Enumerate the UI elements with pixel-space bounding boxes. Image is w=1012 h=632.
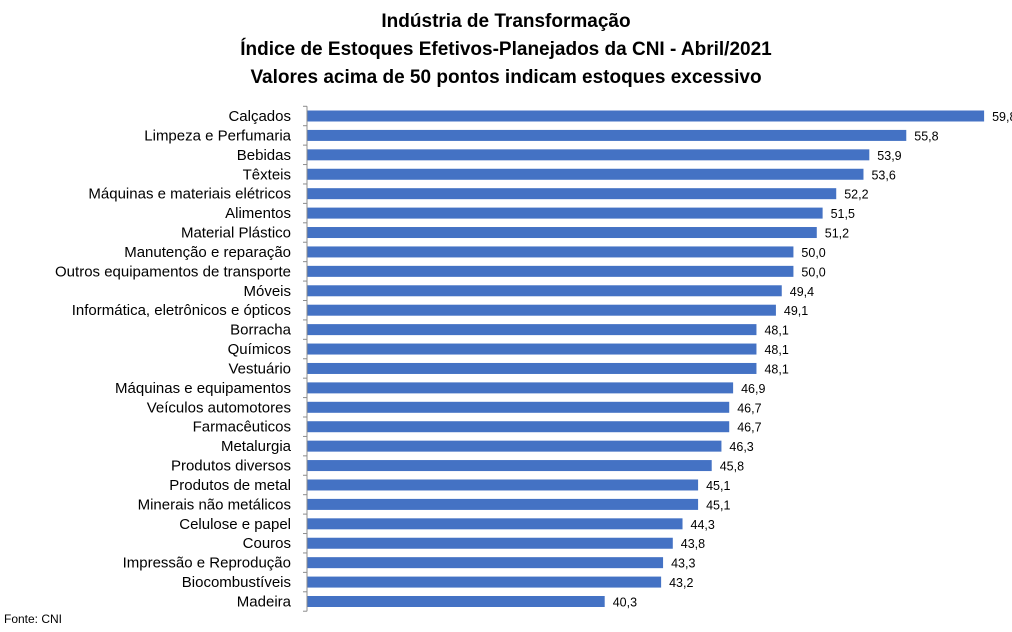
category-label: Farmacêuticos — [193, 419, 291, 436]
bar — [307, 168, 864, 180]
category-label: Celulose e papel — [179, 516, 291, 533]
category-label: Borracha — [230, 322, 292, 339]
source-note: Fonte: CNI — [4, 612, 63, 626]
category-label: Impressão e Reprodução — [123, 555, 291, 572]
category-label: Máquinas e materiais elétricos — [88, 186, 291, 203]
bar — [307, 362, 757, 374]
bar — [307, 518, 683, 530]
category-label: Metalurgia — [221, 438, 292, 455]
bar — [307, 207, 823, 219]
bar — [307, 265, 794, 277]
data-label: 46,3 — [729, 440, 753, 454]
data-label: 46,7 — [737, 401, 761, 415]
bar — [307, 401, 730, 413]
data-label: 45,1 — [706, 479, 730, 493]
data-label: 49,4 — [790, 285, 814, 299]
data-label: 44,3 — [691, 518, 715, 532]
category-label: Alimentos — [225, 205, 291, 222]
category-label: Móveis — [243, 283, 291, 300]
bar — [307, 479, 699, 491]
category-label: Material Plástico — [181, 225, 291, 242]
bar — [307, 149, 870, 161]
bar — [307, 557, 664, 569]
chart-title-line-1: Indústria de Transformação — [381, 11, 631, 32]
data-label: 51,2 — [825, 227, 849, 241]
bar — [307, 460, 712, 472]
category-label: Bebidas — [237, 147, 291, 164]
chart-title-line-3: Valores acima de 50 pontos indicam estoq… — [250, 67, 762, 88]
chart-title-line-2: Índice de Estoques Efetivos-Planejados d… — [240, 39, 772, 60]
bar — [307, 343, 757, 355]
category-label: Vestuário — [228, 360, 291, 377]
data-label: 43,8 — [681, 537, 705, 551]
bar — [307, 227, 817, 239]
bar — [307, 596, 605, 607]
category-label: Minerais não metálicos — [138, 496, 291, 513]
bar — [307, 421, 730, 433]
category-label: Manutenção e reparação — [124, 244, 291, 261]
category-label: Couros — [243, 535, 291, 552]
bar — [307, 129, 907, 141]
data-label: 50,0 — [801, 265, 825, 279]
data-label: 50,0 — [801, 246, 825, 260]
data-label: 46,9 — [741, 382, 765, 396]
data-label: 45,1 — [706, 498, 730, 512]
data-label: 49,1 — [784, 304, 808, 318]
data-label: 40,3 — [613, 596, 637, 610]
category-label: Outros equipamentos de transporte — [55, 263, 291, 280]
data-label: 46,7 — [737, 421, 761, 435]
category-label: Biocombustíveis — [182, 574, 291, 591]
data-label: 59,8 — [992, 110, 1012, 124]
data-label: 45,8 — [720, 460, 744, 474]
bar — [307, 576, 662, 588]
category-label: Produtos de metal — [169, 477, 291, 494]
data-label: 48,1 — [764, 324, 788, 338]
bar — [307, 285, 782, 297]
data-label: 53,9 — [877, 149, 901, 163]
category-label: Produtos diversos — [171, 458, 291, 475]
category-label: Químicos — [228, 341, 291, 358]
category-label: Calçados — [228, 108, 291, 125]
bar — [307, 498, 699, 510]
data-label: 51,5 — [831, 207, 855, 221]
bar — [307, 246, 794, 258]
bar — [307, 440, 722, 452]
data-label: 43,3 — [671, 557, 695, 571]
category-label: Limpeza e Perfumaria — [144, 127, 291, 144]
bar — [307, 110, 985, 122]
category-label: Madeira — [237, 594, 292, 611]
category-label: Informática, eletrônicos e ópticos — [72, 302, 291, 319]
bar — [307, 188, 837, 200]
data-label: 52,2 — [844, 188, 868, 202]
chart-title: Indústria de Transformação Índice de Est… — [0, 8, 1012, 92]
bar — [307, 537, 673, 549]
data-label: 43,2 — [669, 576, 693, 590]
bar — [307, 324, 757, 336]
category-label: Veículos automotores — [147, 399, 291, 416]
data-label: 48,1 — [764, 343, 788, 357]
bar — [307, 304, 776, 316]
data-label: 55,8 — [914, 129, 938, 143]
category-label: Têxteis — [243, 166, 291, 183]
data-label: 48,1 — [764, 362, 788, 376]
data-label: 53,6 — [871, 168, 895, 182]
category-label: Máquinas e equipamentos — [115, 380, 291, 397]
bar — [307, 382, 734, 394]
